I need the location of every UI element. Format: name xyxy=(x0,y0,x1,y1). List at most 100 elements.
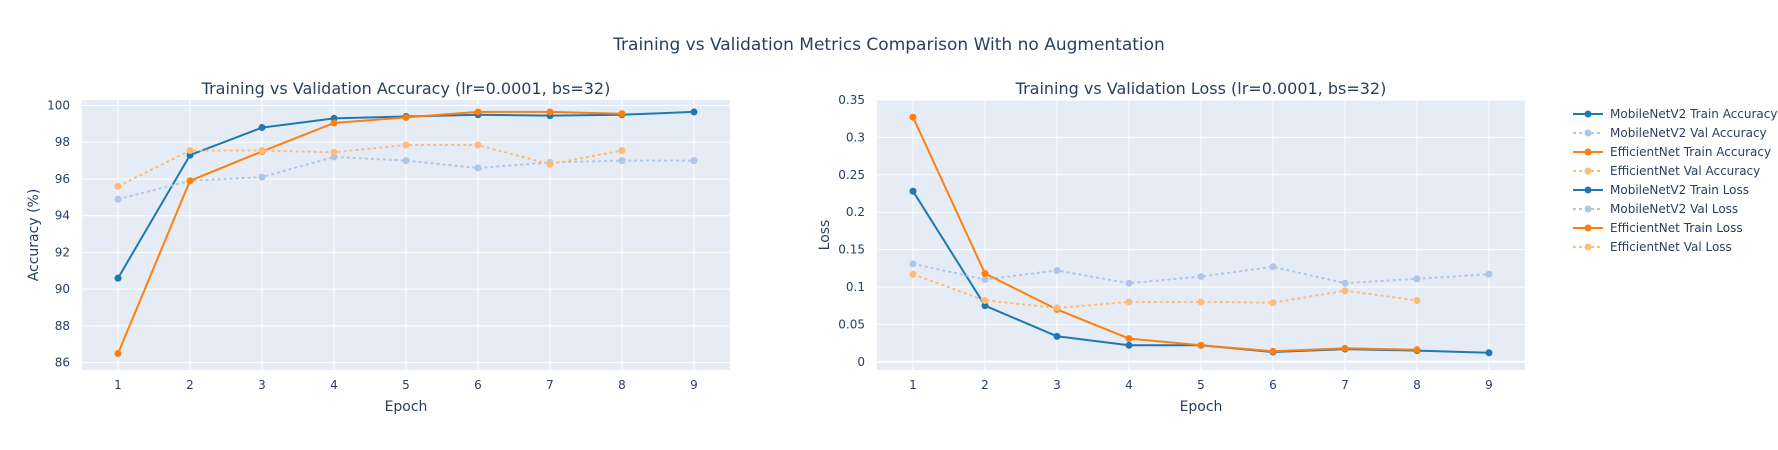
accuracy-y-tick-label: 88 xyxy=(55,319,70,333)
efficientnet-train-loss-point xyxy=(1341,344,1349,352)
loss-y-tick-label: 0.35 xyxy=(838,93,865,107)
legend-marker xyxy=(1584,148,1592,156)
accuracy-x-tick-label: 5 xyxy=(402,378,410,392)
mobilenetv2-val-loss-point xyxy=(1341,279,1349,287)
efficientnet-val-loss-line xyxy=(912,273,1418,309)
loss-y-tick-label: 0.2 xyxy=(846,205,865,219)
loss-x-axis-title: Epoch xyxy=(1180,399,1223,415)
legend-marker xyxy=(1584,224,1592,232)
efficientnet-val-loss-point xyxy=(1197,298,1205,306)
loss-x-tick-label: 3 xyxy=(1053,378,1061,392)
efficientnet-val-loss-point xyxy=(1413,296,1421,304)
accuracy-y-tick-label: 94 xyxy=(55,209,70,223)
efficientnet-train-accuracy-point xyxy=(186,177,194,185)
efficientnet-val-loss-point xyxy=(909,270,917,278)
mobilenetv2-val-accuracy-point xyxy=(618,157,626,165)
efficientnet-train-accuracy-point xyxy=(618,110,626,118)
legend-item-mobilenetv2-train-loss[interactable]: MobileNetV2 Train Loss xyxy=(1573,183,1749,197)
efficientnet-train-loss-point xyxy=(1125,335,1133,343)
efficientnet-val-accuracy-line xyxy=(117,144,623,188)
mobilenetv2-train-accuracy-point xyxy=(690,108,698,116)
legend-label: MobileNetV2 Val Loss xyxy=(1610,202,1738,216)
legend-label: MobileNetV2 Train Loss xyxy=(1610,183,1749,197)
mobilenetv2-val-loss-point xyxy=(1125,279,1133,287)
loss-subplot: 1 2 3 4 5 6 7 8 9 0 0.05 0.1 0.15 0.2 0.25 0.3 0.35 Trai… xyxy=(817,79,1525,415)
mobilenetv2-val-accuracy-point xyxy=(402,157,410,165)
efficientnet-train-loss-point xyxy=(981,270,989,278)
mobilenetv2-train-loss-point xyxy=(1125,341,1133,349)
efficientnet-val-accuracy-point xyxy=(474,141,482,149)
accuracy-x-tick-label: 4 xyxy=(330,378,338,392)
legend-item-efficientnet-train-loss[interactable]: EfficientNet Train Loss xyxy=(1573,221,1743,235)
efficientnet-train-accuracy-line xyxy=(117,110,623,354)
efficientnet-train-loss-point xyxy=(1413,346,1421,354)
accuracy-y-tick-label: 98 xyxy=(55,135,70,149)
loss-y-tick-label: 0.15 xyxy=(838,243,865,257)
legend-item-efficientnet-val-loss[interactable]: EfficientNet Val Loss xyxy=(1573,240,1732,254)
legend-label: MobileNetV2 Train Accuracy xyxy=(1610,107,1777,121)
loss-x-tick-label: 2 xyxy=(981,378,989,392)
legend-item-efficientnet-val-accuracy[interactable]: EfficientNet Val Accuracy xyxy=(1573,164,1760,178)
mobilenetv2-val-loss-point xyxy=(909,260,917,268)
accuracy-series xyxy=(114,108,698,357)
mobilenetv2-val-loss-line xyxy=(912,262,1490,285)
accuracy-x-tick-label: 7 xyxy=(546,378,554,392)
mobilenetv2-val-loss-point xyxy=(1269,263,1277,271)
legend-label: MobileNetV2 Val Accuracy xyxy=(1610,126,1767,140)
efficientnet-train-loss-line xyxy=(912,116,1418,353)
legend-marker xyxy=(1584,167,1592,175)
efficientnet-val-accuracy-point xyxy=(618,147,626,155)
mobilenetv2-val-accuracy-point xyxy=(474,164,482,172)
loss-x-tick-label: 9 xyxy=(1485,378,1493,392)
legend-label: EfficientNet Val Loss xyxy=(1610,240,1732,254)
accuracy-grid xyxy=(82,100,730,370)
legend-label: EfficientNet Train Loss xyxy=(1610,221,1743,235)
mobilenetv2-val-accuracy-point xyxy=(690,157,698,165)
mobilenetv2-train-loss-point xyxy=(1053,332,1061,340)
accuracy-x-axis-title: Epoch xyxy=(385,399,428,415)
legend-item-mobilenetv2-train-accuracy[interactable]: MobileNetV2 Train Accuracy xyxy=(1573,107,1777,121)
efficientnet-val-loss-point xyxy=(1125,298,1133,306)
mobilenetv2-val-loss-point xyxy=(1053,267,1061,275)
efficientnet-val-accuracy-point xyxy=(186,147,194,155)
efficientnet-train-accuracy-point xyxy=(546,108,554,116)
legend-marker xyxy=(1584,186,1592,194)
legend-item-mobilenetv2-val-accuracy[interactable]: MobileNetV2 Val Accuracy xyxy=(1573,126,1767,140)
legend-marker xyxy=(1584,205,1592,213)
efficientnet-val-accuracy-point xyxy=(330,148,338,156)
mobilenetv2-train-loss-point xyxy=(1485,349,1493,357)
accuracy-x-tick-label: 2 xyxy=(186,378,194,392)
legend[interactable]: MobileNetV2 Train Accuracy MobileNetV2 Va… xyxy=(1573,107,1777,254)
legend-label: EfficientNet Val Accuracy xyxy=(1610,164,1760,178)
accuracy-x-tick-label: 1 xyxy=(114,378,122,392)
mobilenetv2-train-loss-point xyxy=(909,187,917,195)
accuracy-x-tick-label: 9 xyxy=(690,378,698,392)
efficientnet-val-loss-point xyxy=(1053,304,1061,312)
mobilenetv2-val-loss-point xyxy=(1413,275,1421,283)
mobilenetv2-val-accuracy-point xyxy=(114,195,122,203)
legend-label: EfficientNet Train Accuracy xyxy=(1610,145,1771,159)
accuracy-y-tick-label: 92 xyxy=(55,245,70,259)
loss-x-tick-label: 4 xyxy=(1125,378,1133,392)
accuracy-subplot: 1 2 3 4 5 6 7 8 9 86 88 90 92 94 96 98 100 Training vs V… xyxy=(26,79,730,415)
efficientnet-val-loss-point xyxy=(981,296,989,304)
mobilenetv2-train-accuracy-point xyxy=(114,274,122,282)
loss-y-tick-label: 0.05 xyxy=(838,317,865,331)
legend-marker xyxy=(1584,110,1592,118)
legend-item-mobilenetv2-val-loss[interactable]: MobileNetV2 Val Loss xyxy=(1573,202,1738,216)
mobilenetv2-train-accuracy-point xyxy=(258,124,266,132)
efficientnet-train-loss-point xyxy=(1269,347,1277,355)
legend-item-efficientnet-train-accuracy[interactable]: EfficientNet Train Accuracy xyxy=(1573,145,1771,159)
loss-x-tick-label: 6 xyxy=(1269,378,1277,392)
accuracy-y-tick-label: 100 xyxy=(47,99,70,113)
mobilenetv2-val-loss-point xyxy=(1485,270,1493,278)
accuracy-x-tick-label: 3 xyxy=(258,378,266,392)
accuracy-y-tick-label: 90 xyxy=(55,282,70,296)
accuracy-y-axis-title: Accuracy (%) xyxy=(26,189,42,282)
loss-series xyxy=(909,113,1493,357)
loss-grid xyxy=(877,99,1525,370)
accuracy-y-tick-label: 86 xyxy=(55,356,70,370)
efficientnet-train-accuracy-point xyxy=(330,119,338,127)
efficientnet-train-accuracy-point xyxy=(402,113,410,121)
